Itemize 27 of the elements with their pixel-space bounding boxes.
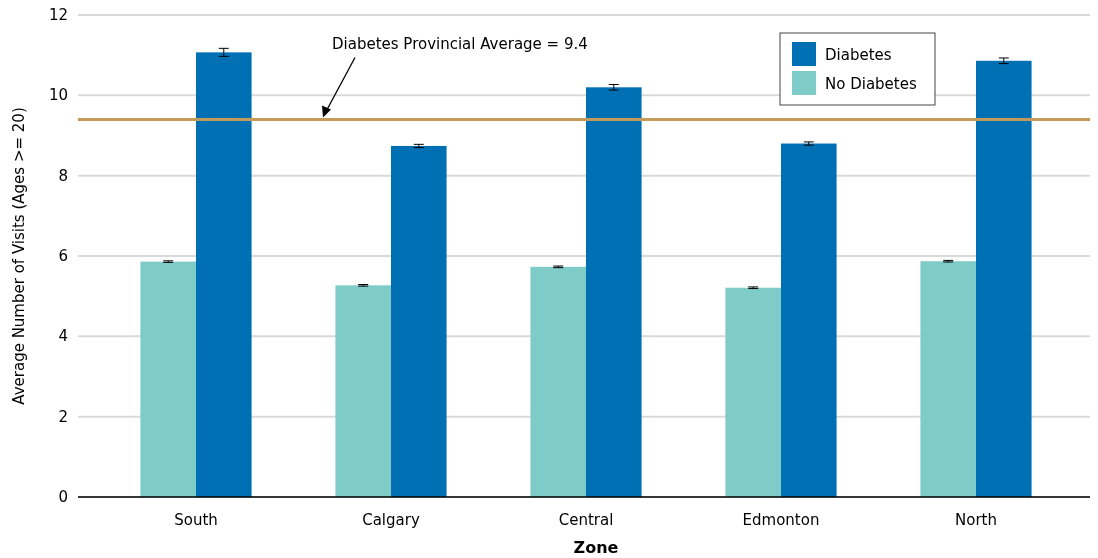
bar: [140, 261, 196, 497]
x-tick-label: North: [955, 511, 997, 529]
bar: [781, 143, 837, 497]
y-tick-label: 2: [58, 407, 68, 426]
y-tick-label: 10: [48, 86, 68, 105]
x-tick-label: Central: [558, 511, 614, 529]
ref-line-label: Diabetes Provincial Average = 9.4: [332, 35, 588, 54]
bar: [725, 287, 781, 497]
bar: [976, 60, 1032, 497]
x-tick-label: South: [174, 511, 218, 529]
y-tick-label: 4: [58, 327, 68, 346]
bar: [391, 145, 447, 497]
legend-label: No Diabetes: [825, 75, 917, 93]
y-tick-label: 8: [58, 166, 68, 185]
y-tick-label: 6: [58, 247, 68, 265]
bar: [530, 266, 586, 497]
x-axis-title: Zone: [573, 538, 619, 557]
legend-label: Diabetes: [825, 46, 892, 64]
y-tick-label: 0: [58, 488, 68, 506]
bar: [920, 261, 976, 497]
bar: [586, 87, 642, 497]
bar: [335, 285, 391, 497]
y-tick-label: 12: [48, 6, 68, 24]
x-tick-label: Edmonton: [742, 511, 820, 529]
y-axis-title: Average Number of Visits (Ages >= 20): [10, 107, 28, 405]
bar: [196, 52, 252, 497]
x-tick-label: Calgary: [362, 511, 420, 529]
